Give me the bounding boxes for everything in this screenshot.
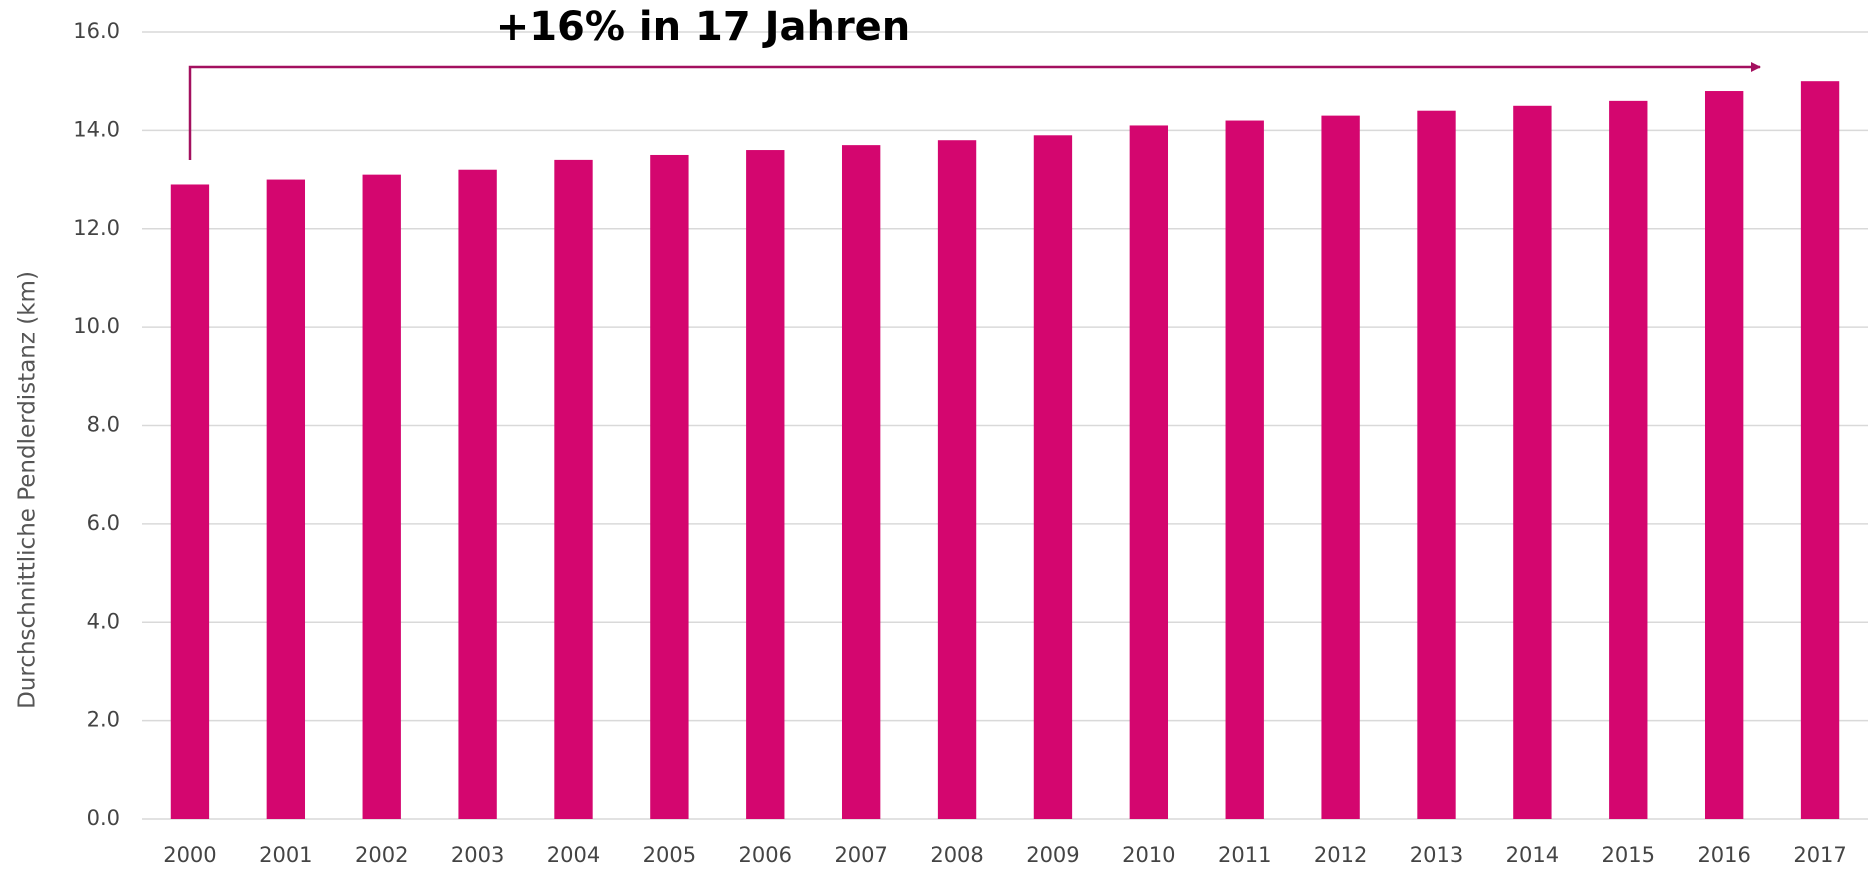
- x-tick-label: 2010: [1122, 843, 1175, 867]
- x-tick-label: 2012: [1314, 843, 1367, 867]
- y-tick-label: 12.0: [73, 216, 120, 240]
- bar: [1129, 125, 1169, 820]
- bar: [1609, 100, 1648, 820]
- bar: [554, 159, 593, 819]
- bar: [266, 179, 306, 819]
- bar: [1225, 120, 1264, 820]
- x-tick-label: 2011: [1218, 843, 1271, 867]
- x-tick-label: 2000: [163, 843, 216, 867]
- x-tick-label: 2013: [1410, 843, 1463, 867]
- bar: [1800, 81, 1840, 819]
- x-tick-label: 2015: [1602, 843, 1655, 867]
- bar: [937, 140, 977, 819]
- x-tick-label: 2009: [1026, 843, 1079, 867]
- bar: [458, 169, 497, 820]
- bar: [362, 174, 401, 820]
- x-tick-label: 2007: [834, 843, 887, 867]
- bar: [746, 150, 785, 820]
- bar: [170, 184, 210, 819]
- bar: [841, 145, 881, 820]
- bar: [650, 154, 689, 819]
- bar: [1704, 91, 1744, 819]
- chart-title: +16% in 17 Jahren: [496, 4, 911, 50]
- y-tick-label: 0.0: [87, 806, 120, 830]
- x-tick-label: 2008: [930, 843, 983, 867]
- x-tick-label: 2016: [1697, 843, 1750, 867]
- x-tick-label: 2005: [643, 843, 696, 867]
- y-tick-label: 8.0: [87, 413, 120, 437]
- x-tick-label: 2001: [259, 843, 312, 867]
- y-tick-label: 6.0: [87, 511, 120, 535]
- bar: [1513, 105, 1552, 819]
- y-tick-label: 14.0: [73, 117, 120, 141]
- y-axis-label: Durchschnittliche Pendlerdistanz (km): [15, 271, 41, 709]
- x-tick-label: 2014: [1506, 843, 1559, 867]
- bar: [1033, 135, 1073, 819]
- y-tick-label: 10.0: [73, 314, 120, 338]
- x-tick-label: 2004: [547, 843, 600, 867]
- x-tick-label: 2006: [739, 843, 792, 867]
- x-tick-label: 2002: [355, 843, 408, 867]
- bar: [1321, 115, 1360, 819]
- x-tick-label: 2017: [1793, 843, 1846, 867]
- arrow: [188, 62, 1761, 160]
- x-tick-label: 2003: [451, 843, 504, 867]
- bar: [1417, 110, 1456, 819]
- y-tick-label: 4.0: [87, 609, 120, 633]
- y-tick-label: 2.0: [87, 708, 120, 732]
- y-tick-label: 16.0: [73, 19, 120, 43]
